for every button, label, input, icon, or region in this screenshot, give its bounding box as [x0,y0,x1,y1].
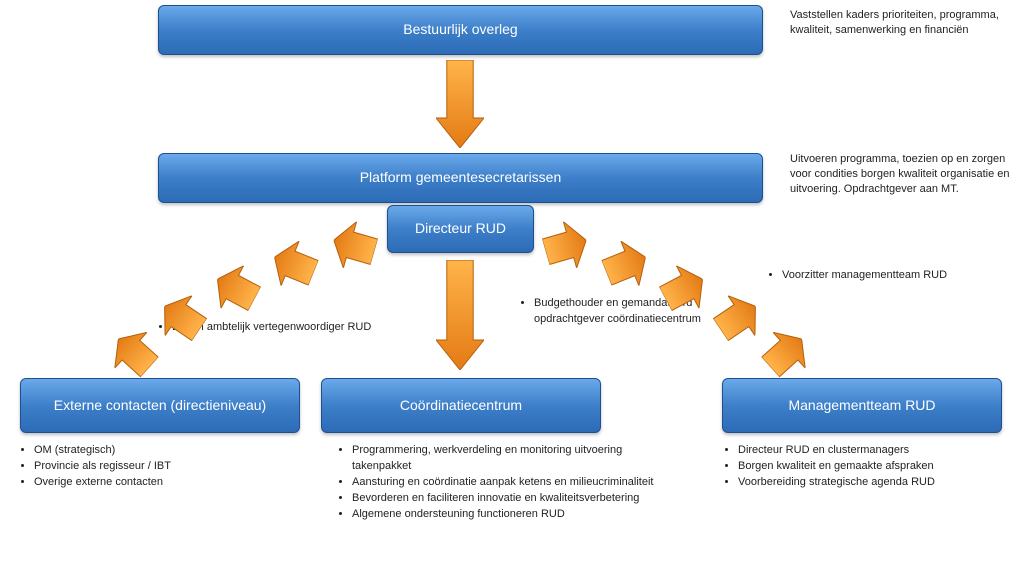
bullet-item: Voorbereiding strategische agenda RUD [738,475,1019,491]
midlabel-right: Voorzitter managementteam RUD [768,268,993,284]
node-label: Directeur RUD [415,220,506,238]
bullet-list: Voorzitter managementteam RUD [768,268,993,284]
bullets-externe: OM (strategisch)Provincie als regisseur … [20,443,300,491]
bullet-item: Programmering, werkverdeling en monitori… [352,443,658,475]
arrow-icon [598,235,655,295]
arrow-icon [102,321,165,385]
bullet-item: Aansturing en coördinatie aanpak ketens … [352,475,658,491]
node-label: Coördinatiecentrum [400,397,522,415]
bullet-item: Borgen kwaliteit en gemaakte afspraken [738,459,1019,475]
arrow-icon [754,321,817,385]
node-externe: Externe contacten (directieniveau) [20,378,300,433]
desc-text: Vaststellen kaders prioriteiten, program… [790,9,999,36]
bullet-item: Bevorderen en faciliteren innovatie en k… [352,491,658,507]
bullet-item: Voorzitter managementteam RUD [782,268,993,284]
arrow-icon [436,260,484,370]
bullet-item: Provincie als regisseur / IBT [34,459,300,475]
node-coord: Coördinatiecentrum [321,378,601,433]
arrow-icon [266,235,323,295]
node-directeur: Directeur RUD [387,205,534,253]
desc-text: Uitvoeren programma, toezien op en zorge… [790,153,1010,195]
arrow-icon [151,286,213,349]
bullet-list: Directeur RUD en clustermanagersBorgen k… [724,443,1019,491]
node-label: Platform gemeentesecretarissen [360,169,562,187]
bullet-list: Programmering, werkverdeling en monitori… [338,443,658,523]
node-label: Managementteam RUD [788,397,935,415]
node-label: Bestuurlijk overleg [403,21,517,39]
desc-bestuurlijk: Vaststellen kaders prioriteiten, program… [790,8,1015,38]
bullets-coord: Programmering, werkverdeling en monitori… [338,443,658,523]
arrow-icon [539,217,593,275]
arrow-icon [206,258,266,320]
node-platform: Platform gemeentesecretarissen [158,153,763,203]
node-mgmt: Managementteam RUD [722,378,1002,433]
bullet-list: OM (strategisch)Provincie als regisseur … [20,443,300,491]
bullet-item: Algemene ondersteuning functioneren RUD [352,507,658,523]
desc-platform: Uitvoeren programma, toezien op en zorge… [790,152,1015,197]
bullet-item: Directeur RUD en clustermanagers [738,443,1019,459]
bullets-mgmt: Directeur RUD en clustermanagersBorgen k… [724,443,1019,491]
bullet-item: Overige externe contacten [34,475,300,491]
node-label: Externe contacten (directieniveau) [54,397,266,415]
arrow-icon [436,60,484,148]
arrow-icon [327,217,381,275]
node-bestuurlijk: Bestuurlijk overleg [158,5,763,55]
bullet-item: OM (strategisch) [34,443,300,459]
